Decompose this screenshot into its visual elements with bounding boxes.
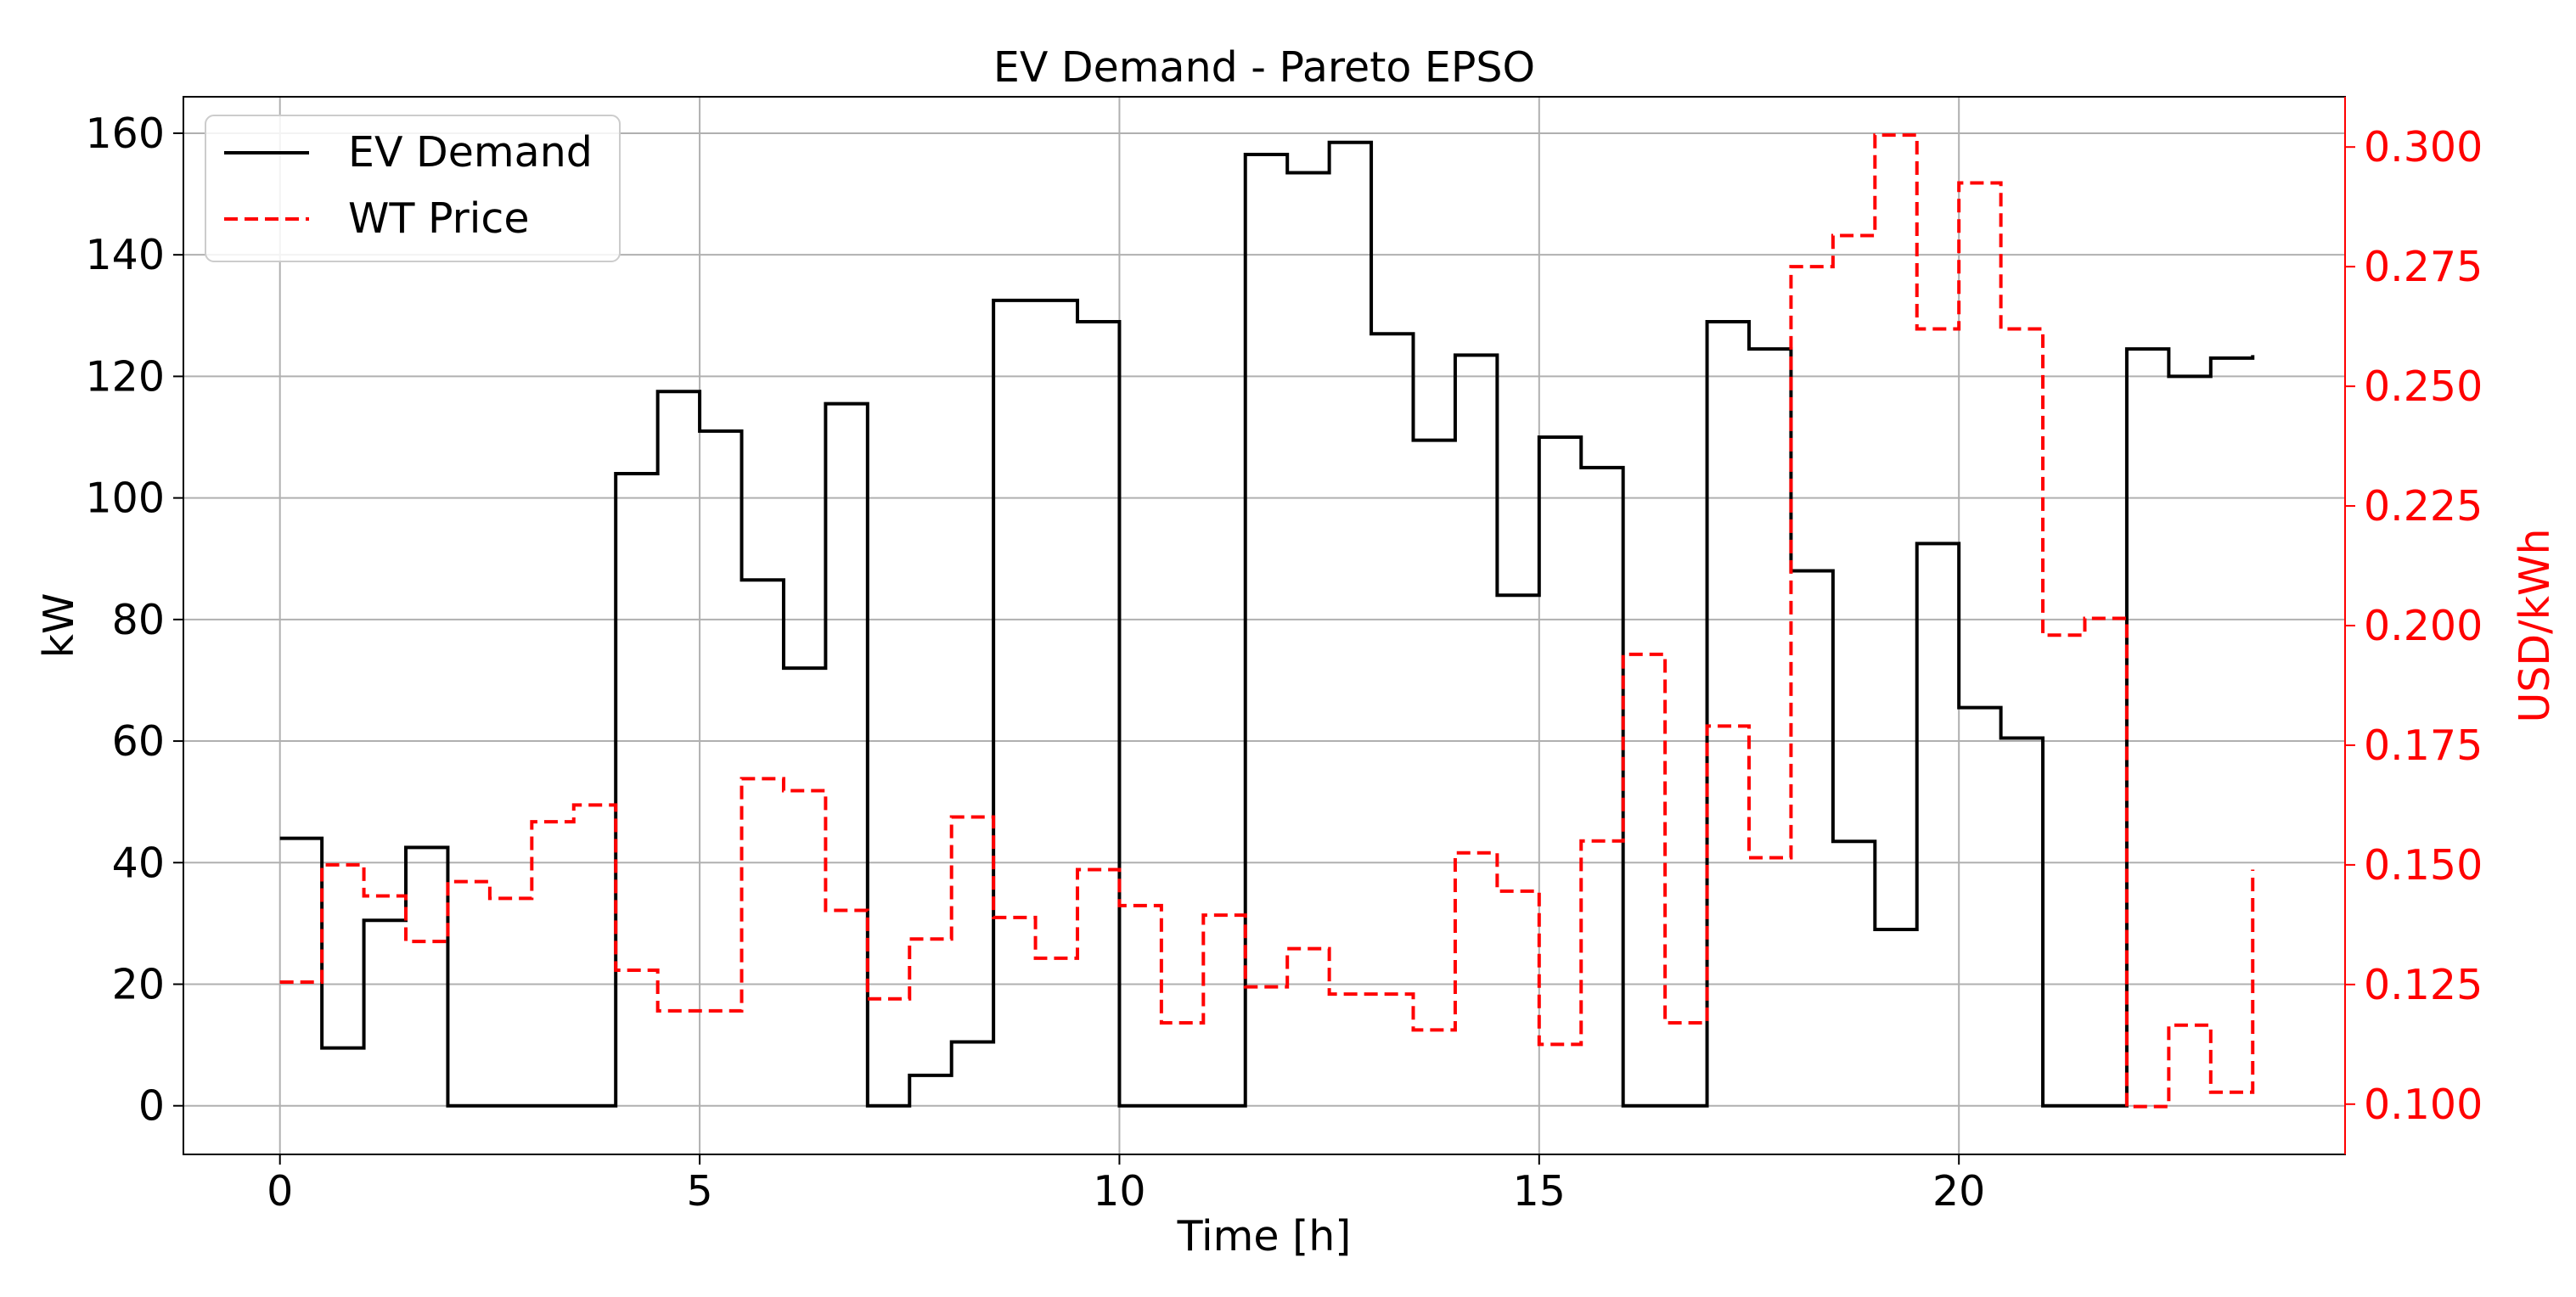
legend-label-ev-demand: EV Demand <box>348 128 593 177</box>
y-right-tick-label-7: 0.275 <box>2364 243 2483 291</box>
x-tick-label-10: 10 <box>1093 1167 1145 1216</box>
y-tick-label-40: 40 <box>112 839 165 887</box>
y-tick-label-140: 140 <box>85 231 165 279</box>
x-axis: 0 5 10 15 20 <box>267 1154 1985 1216</box>
x-tick-label-5: 5 <box>686 1167 712 1216</box>
y-tick-label-20: 20 <box>112 960 165 1008</box>
series-ev-demand <box>279 140 2255 1108</box>
series-line-ev-demand <box>279 140 2255 1108</box>
y-tick-label-120: 120 <box>85 352 165 401</box>
series-wt-price <box>279 133 2255 1109</box>
series-line-wt-price <box>279 133 2255 1109</box>
legend: EV Demand WT Price <box>205 115 621 262</box>
y-axis-label-left: kW <box>35 593 83 659</box>
legend-label-wt-price: WT Price <box>348 194 530 243</box>
y-right-tick-label-8: 0.300 <box>2364 123 2483 171</box>
y-tick-label-160: 160 <box>85 109 165 158</box>
y-right-tick-label-2: 0.150 <box>2364 841 2483 890</box>
y-tick-label-0: 0 <box>138 1082 165 1131</box>
x-tick-label-15: 15 <box>1513 1167 1566 1216</box>
grid-lines <box>183 97 2345 1154</box>
y-tick-label-60: 60 <box>112 717 165 766</box>
x-tick-label-0: 0 <box>267 1167 293 1216</box>
y-axis-label-right: USD/kWh <box>2511 528 2559 722</box>
y-right-tick-label-6: 0.250 <box>2364 362 2483 411</box>
y-tick-label-80: 80 <box>112 596 165 644</box>
y-axis-right: 0.100 0.125 0.150 0.175 0.200 0.225 0.250 0.275… <box>2344 97 2483 1154</box>
y-axis-left: 0 20 40 60 80 100 120 140 160 <box>85 109 183 1131</box>
y-right-tick-label-4: 0.200 <box>2364 602 2483 650</box>
y-right-tick-label-5: 0.225 <box>2364 482 2483 531</box>
chart-title: EV Demand - Pareto EPSO <box>993 43 1535 92</box>
x-tick-label-20: 20 <box>1932 1167 1985 1216</box>
y-right-tick-label-0: 0.100 <box>2364 1081 2483 1129</box>
y-right-tick-label-1: 0.125 <box>2364 961 2483 1009</box>
y-right-tick-label-3: 0.175 <box>2364 721 2483 770</box>
y-tick-label-100: 100 <box>85 474 165 523</box>
x-axis-label: Time [h] <box>1177 1212 1352 1261</box>
series-layer <box>279 133 2255 1109</box>
